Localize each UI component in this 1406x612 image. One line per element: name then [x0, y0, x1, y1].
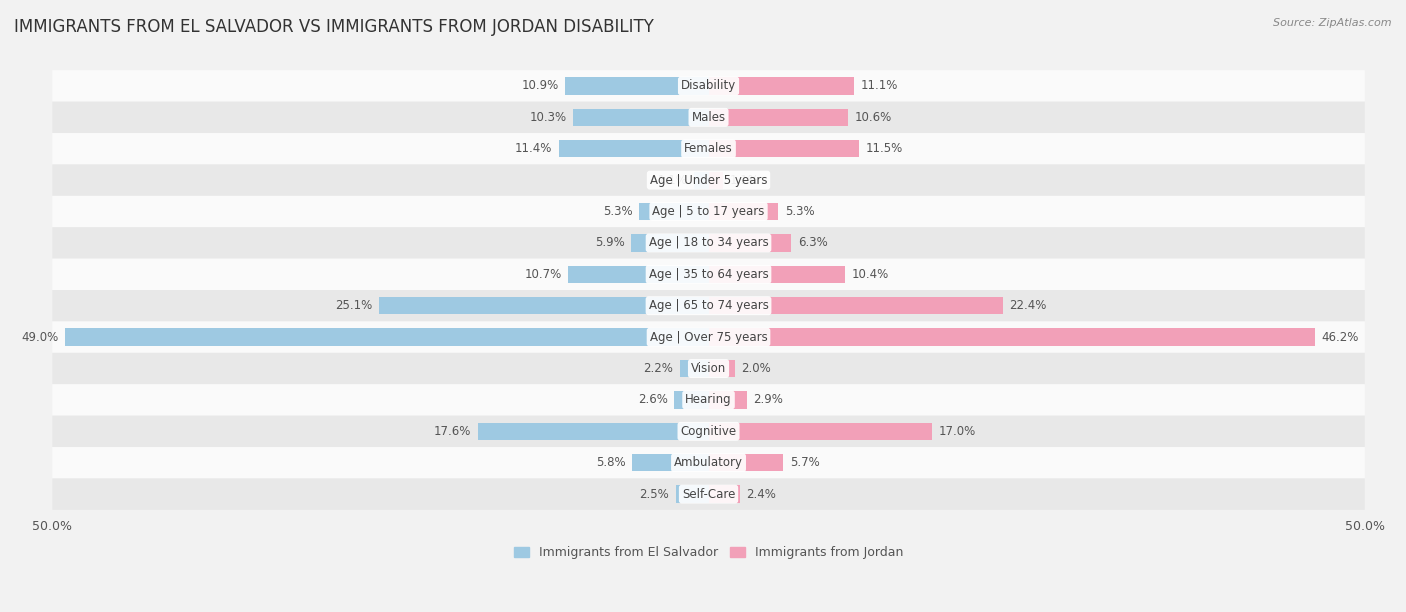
Text: 2.2%: 2.2% — [643, 362, 673, 375]
Bar — [560, 140, 709, 157]
Text: 11.5%: 11.5% — [866, 142, 903, 155]
Text: 49.0%: 49.0% — [21, 330, 59, 343]
Text: 2.5%: 2.5% — [640, 488, 669, 501]
Text: Age | 5 to 17 years: Age | 5 to 17 years — [652, 205, 765, 218]
FancyBboxPatch shape — [52, 227, 1365, 259]
Bar — [631, 234, 709, 252]
Bar — [66, 329, 709, 346]
Bar — [709, 203, 778, 220]
FancyBboxPatch shape — [52, 416, 1365, 447]
Text: Age | Under 5 years: Age | Under 5 years — [650, 174, 768, 187]
Legend: Immigrants from El Salvador, Immigrants from Jordan: Immigrants from El Salvador, Immigrants … — [509, 541, 908, 564]
FancyBboxPatch shape — [52, 102, 1365, 133]
Bar — [709, 329, 1315, 346]
Bar — [709, 423, 932, 440]
Bar — [565, 77, 709, 95]
Text: Age | Over 75 years: Age | Over 75 years — [650, 330, 768, 343]
Text: 10.3%: 10.3% — [530, 111, 567, 124]
Bar — [679, 360, 709, 377]
Text: 17.0%: 17.0% — [938, 425, 976, 438]
Text: IMMIGRANTS FROM EL SALVADOR VS IMMIGRANTS FROM JORDAN DISABILITY: IMMIGRANTS FROM EL SALVADOR VS IMMIGRANT… — [14, 18, 654, 36]
Text: 17.6%: 17.6% — [433, 425, 471, 438]
FancyBboxPatch shape — [52, 196, 1365, 227]
Text: Cognitive: Cognitive — [681, 425, 737, 438]
Bar — [695, 171, 709, 188]
FancyBboxPatch shape — [52, 479, 1365, 510]
Bar — [676, 485, 709, 502]
Text: 6.3%: 6.3% — [797, 236, 828, 250]
Text: 5.7%: 5.7% — [790, 456, 820, 469]
Text: 22.4%: 22.4% — [1010, 299, 1046, 312]
Text: 25.1%: 25.1% — [335, 299, 373, 312]
Text: Disability: Disability — [681, 80, 737, 92]
Text: Males: Males — [692, 111, 725, 124]
Bar — [709, 171, 723, 188]
Text: 5.3%: 5.3% — [785, 205, 814, 218]
Text: 2.0%: 2.0% — [741, 362, 770, 375]
FancyBboxPatch shape — [52, 70, 1365, 102]
FancyBboxPatch shape — [52, 290, 1365, 321]
Bar — [380, 297, 709, 315]
Text: 5.9%: 5.9% — [595, 236, 624, 250]
Bar — [709, 485, 740, 502]
FancyBboxPatch shape — [52, 447, 1365, 479]
Text: Age | 65 to 74 years: Age | 65 to 74 years — [648, 299, 769, 312]
Text: 2.4%: 2.4% — [747, 488, 776, 501]
FancyBboxPatch shape — [52, 165, 1365, 196]
Text: Age | 18 to 34 years: Age | 18 to 34 years — [648, 236, 769, 250]
Bar — [709, 77, 855, 95]
Text: 1.1%: 1.1% — [658, 174, 688, 187]
Text: Females: Females — [685, 142, 733, 155]
Bar — [675, 391, 709, 409]
Text: 11.4%: 11.4% — [515, 142, 553, 155]
Text: Source: ZipAtlas.com: Source: ZipAtlas.com — [1274, 18, 1392, 28]
Bar — [709, 391, 747, 409]
Text: 10.6%: 10.6% — [855, 111, 891, 124]
Bar — [709, 454, 783, 471]
Text: Age | 35 to 64 years: Age | 35 to 64 years — [648, 268, 769, 281]
Bar — [709, 234, 792, 252]
Text: 2.6%: 2.6% — [638, 394, 668, 406]
Text: Hearing: Hearing — [685, 394, 733, 406]
FancyBboxPatch shape — [52, 133, 1365, 165]
Bar — [709, 266, 845, 283]
Text: 1.1%: 1.1% — [730, 174, 759, 187]
Bar — [633, 454, 709, 471]
Bar — [709, 140, 859, 157]
Text: Vision: Vision — [690, 362, 725, 375]
FancyBboxPatch shape — [52, 353, 1365, 384]
FancyBboxPatch shape — [52, 321, 1365, 353]
Text: Self-Care: Self-Care — [682, 488, 735, 501]
Text: 11.1%: 11.1% — [860, 80, 898, 92]
Text: 5.8%: 5.8% — [596, 456, 626, 469]
Text: 46.2%: 46.2% — [1322, 330, 1358, 343]
Text: 5.3%: 5.3% — [603, 205, 633, 218]
FancyBboxPatch shape — [52, 384, 1365, 416]
FancyBboxPatch shape — [52, 259, 1365, 290]
Bar — [568, 266, 709, 283]
Text: 10.7%: 10.7% — [524, 268, 561, 281]
Text: 10.4%: 10.4% — [852, 268, 889, 281]
Text: Ambulatory: Ambulatory — [673, 456, 742, 469]
Bar — [709, 297, 1002, 315]
Bar — [709, 360, 735, 377]
Text: 2.9%: 2.9% — [754, 394, 783, 406]
Bar — [709, 109, 848, 126]
Text: 10.9%: 10.9% — [522, 80, 560, 92]
Bar — [574, 109, 709, 126]
Bar — [638, 203, 709, 220]
Bar — [478, 423, 709, 440]
